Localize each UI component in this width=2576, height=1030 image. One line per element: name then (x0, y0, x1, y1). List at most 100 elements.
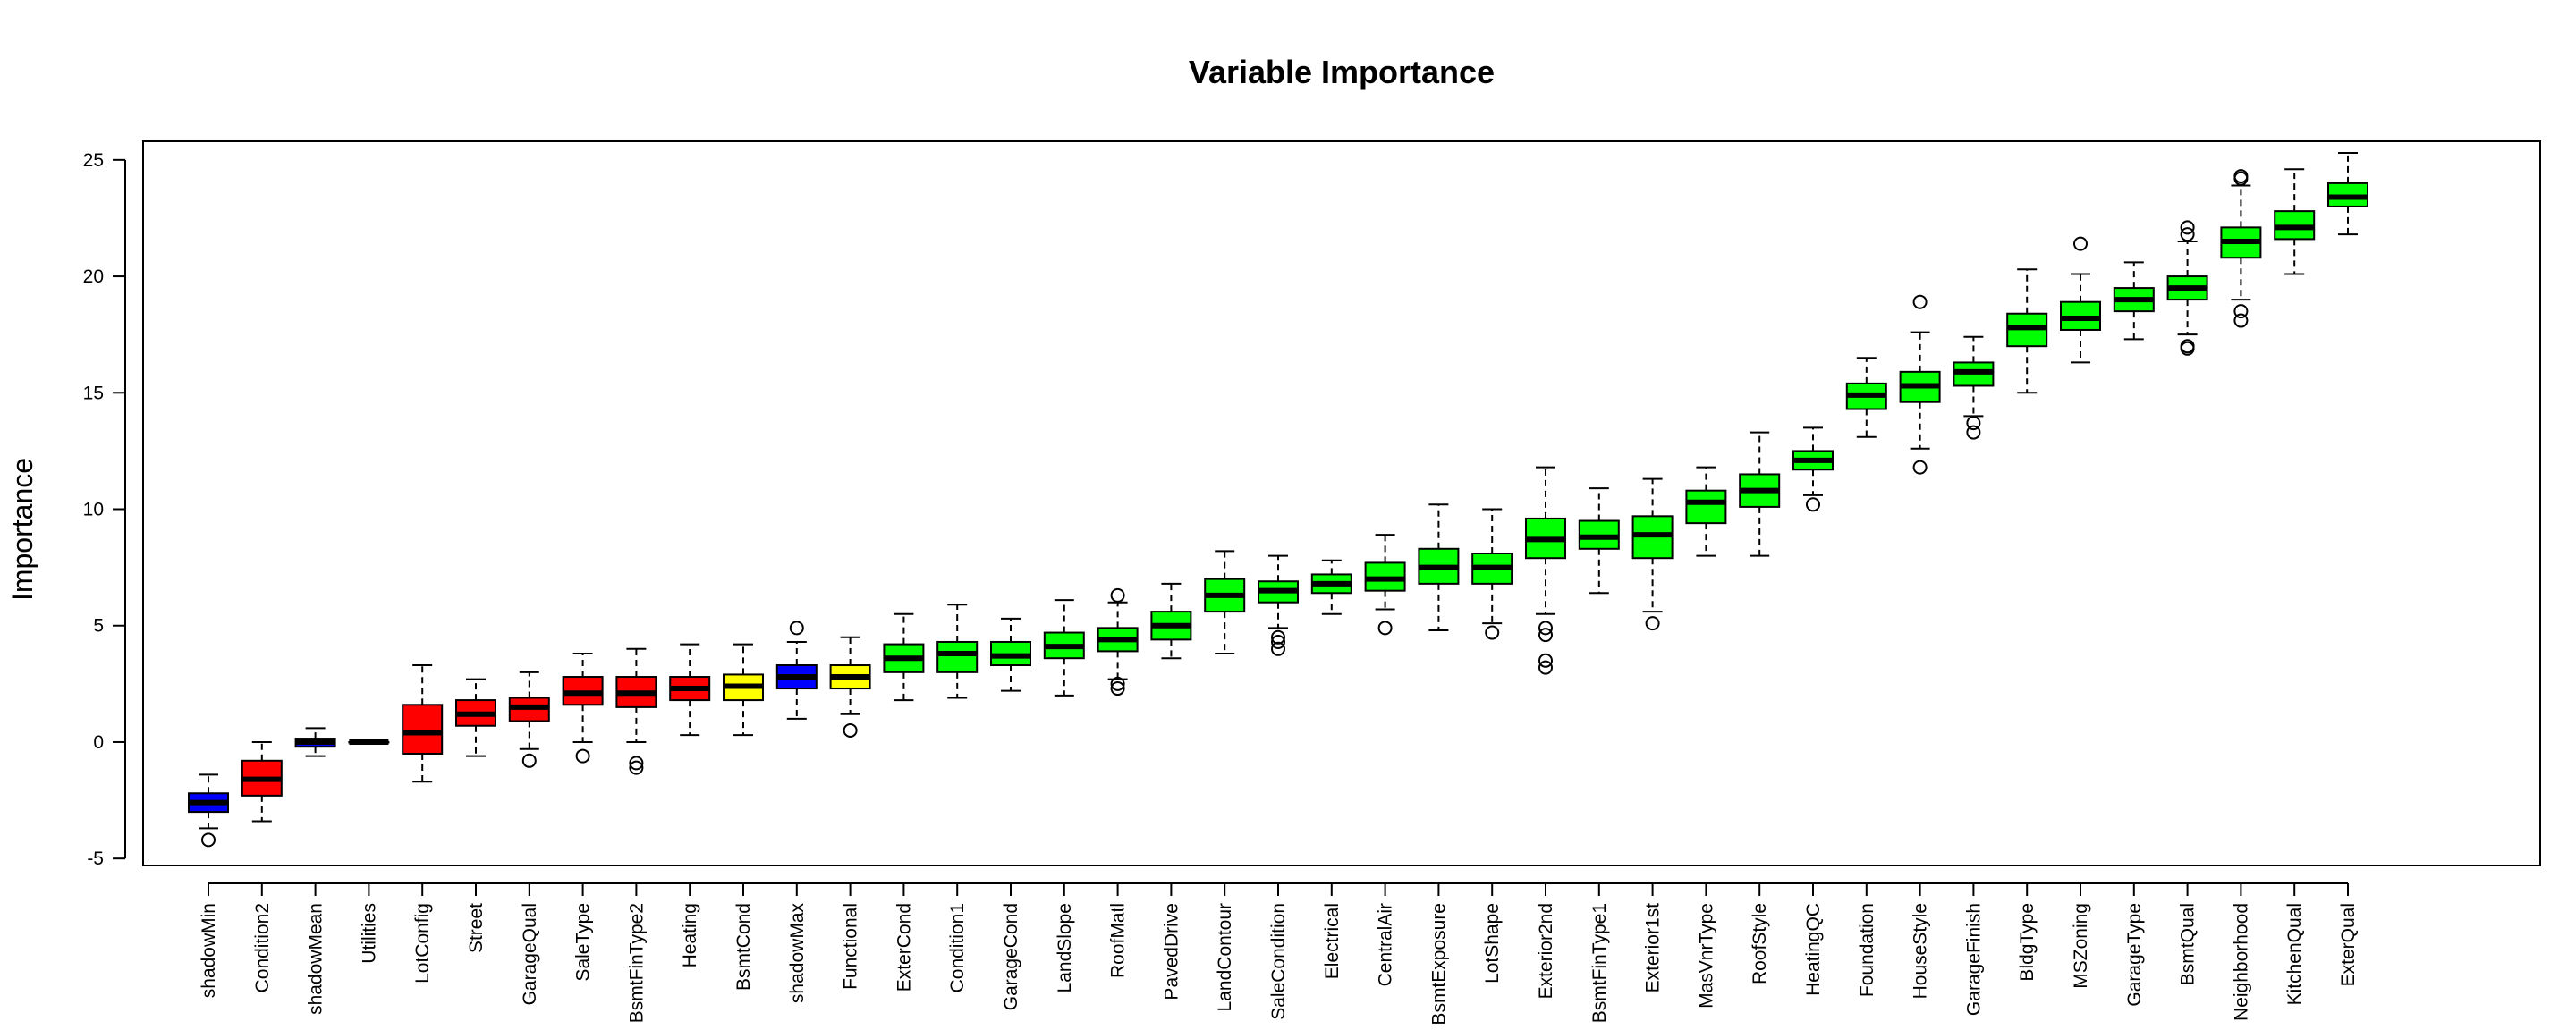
y-tick-label: 5 (93, 616, 104, 637)
box-body (402, 704, 444, 755)
y-tick-label: 15 (83, 383, 104, 403)
x-tick-label: Utilities (359, 903, 379, 964)
x-tick-label: BldgType (2017, 903, 2038, 982)
y-tick-label: 25 (83, 150, 104, 171)
box-Functional (829, 636, 871, 738)
y-tick-label: 20 (83, 266, 104, 287)
outlier-point (1485, 625, 1500, 640)
outlier-point (1645, 616, 1660, 631)
box-BsmtExposure (1418, 503, 1460, 631)
x-tick-label: GarageFinish (1963, 903, 1984, 1016)
box-Foundation (1845, 357, 1887, 438)
box-SaleType (562, 652, 604, 764)
box-CentralAir (1364, 534, 1406, 636)
box-Heating (669, 643, 711, 737)
x-tick-label: RoofMatl (1108, 903, 1129, 978)
box-shadowMax (775, 621, 818, 720)
box-LandSlope (1043, 599, 1085, 697)
x-tick-label: Foundation (1857, 903, 1877, 997)
box-Neighborhood (2220, 169, 2262, 328)
x-tick-label: BsmtQual (2178, 903, 2199, 985)
outlier-point (1538, 653, 1553, 668)
outlier-point (1110, 681, 1125, 697)
outlier-point (1538, 660, 1553, 675)
x-tick-label: HouseStyle (1911, 903, 1931, 999)
outlier-point (575, 748, 590, 764)
x-tick-label: PavedDrive (1161, 903, 1182, 1000)
x-tick-label: SaleType (573, 903, 594, 982)
boxes-group (188, 152, 2368, 848)
x-tick-label: Neighborhood (2231, 903, 2251, 1021)
box-LotShape (1471, 508, 1513, 640)
outlier-point (843, 722, 858, 738)
outlier-point (2233, 313, 2249, 328)
box-LotConfig (402, 664, 444, 783)
x-axis: shadowMin Condition2 shadowMean Utilities Lo… (199, 882, 2359, 1026)
outlier-point (1966, 425, 1981, 440)
x-tick-label: Exterior2nd (1536, 903, 1556, 999)
x-tick-label: SaleCondition (1268, 903, 1289, 1020)
plot-frame (142, 140, 2541, 866)
box-ExterQual (2327, 152, 2368, 236)
box-shadowMin (188, 773, 229, 848)
box-BldgType (2006, 268, 2048, 394)
outlier-point (2233, 169, 2249, 184)
outlier-point (2180, 339, 2195, 354)
chart-title: Variable Importance (1189, 54, 1495, 90)
x-tick-label: Electrical (1322, 903, 1343, 979)
box-KitchenQual (2274, 168, 2316, 275)
y-tick-label: 10 (83, 500, 104, 520)
box-Condition1 (936, 604, 979, 699)
x-tick-label: BsmtFinType2 (626, 903, 647, 1023)
x-tick-label: BsmtFinType1 (1589, 903, 1610, 1023)
outlier-point (629, 756, 644, 771)
x-tick-label: shadowMin (199, 903, 219, 998)
outlier-point (629, 760, 644, 775)
outlier-point (521, 753, 537, 768)
x-tick-label: LotConfig (412, 903, 433, 984)
x-tick-label: GarageType (2124, 903, 2145, 1007)
x-tick-label: GarageCond (1001, 903, 1021, 1010)
x-tick-label: CentralAir (1376, 903, 1396, 986)
box-Street (455, 678, 496, 757)
outlier-point (1271, 634, 1285, 649)
box-MSZoning (2060, 236, 2101, 364)
x-tick-label: ExterCond (894, 903, 914, 992)
x-tick-label: shadowMax (787, 903, 808, 1004)
x-tick-label: LotShape (1482, 903, 1503, 984)
box-Exterior2nd (1525, 466, 1566, 675)
x-tick-label: KitchenQual (2284, 903, 2305, 1005)
box-RoofStyle (1739, 431, 1781, 557)
box-Electrical (1310, 559, 1352, 615)
outlier-point (2180, 227, 2195, 242)
box-BsmtCond (723, 643, 764, 737)
box-BsmtQual (2166, 220, 2208, 356)
box-BsmtFinType2 (615, 647, 657, 775)
x-tick-label: MasVnrType (1696, 903, 1716, 1009)
outlier-point (2180, 220, 2195, 235)
box-ExterCond (883, 612, 925, 702)
x-tick-label: shadowMean (306, 903, 326, 1015)
outlier-point (1806, 497, 1820, 512)
outlier-point (1377, 621, 1393, 636)
outlier-point (1110, 676, 1125, 691)
box-GarageType (2113, 261, 2155, 341)
outlier-point (1538, 621, 1553, 636)
box-HeatingQC (1792, 426, 1834, 512)
box-LandContour (1204, 550, 1246, 654)
x-tick-label: MSZoning (2071, 903, 2091, 989)
outlier-point (1966, 416, 1981, 431)
x-tick-label: ExterQual (2338, 903, 2359, 986)
box-GarageFinish (1953, 335, 1995, 440)
y-axis-label: Importance (6, 458, 38, 601)
x-tick-label: LandContour (1215, 903, 1235, 1011)
outlier-point (2073, 236, 2088, 251)
outlier-point (201, 832, 216, 848)
box-MasVnrType (1685, 466, 1727, 557)
x-tick-label: LandSlope (1055, 903, 1075, 992)
box-shadowMean (294, 727, 336, 757)
box-body (1685, 489, 1727, 525)
box-GarageCond (990, 617, 1031, 692)
x-tick-label: Condition1 (947, 903, 968, 992)
